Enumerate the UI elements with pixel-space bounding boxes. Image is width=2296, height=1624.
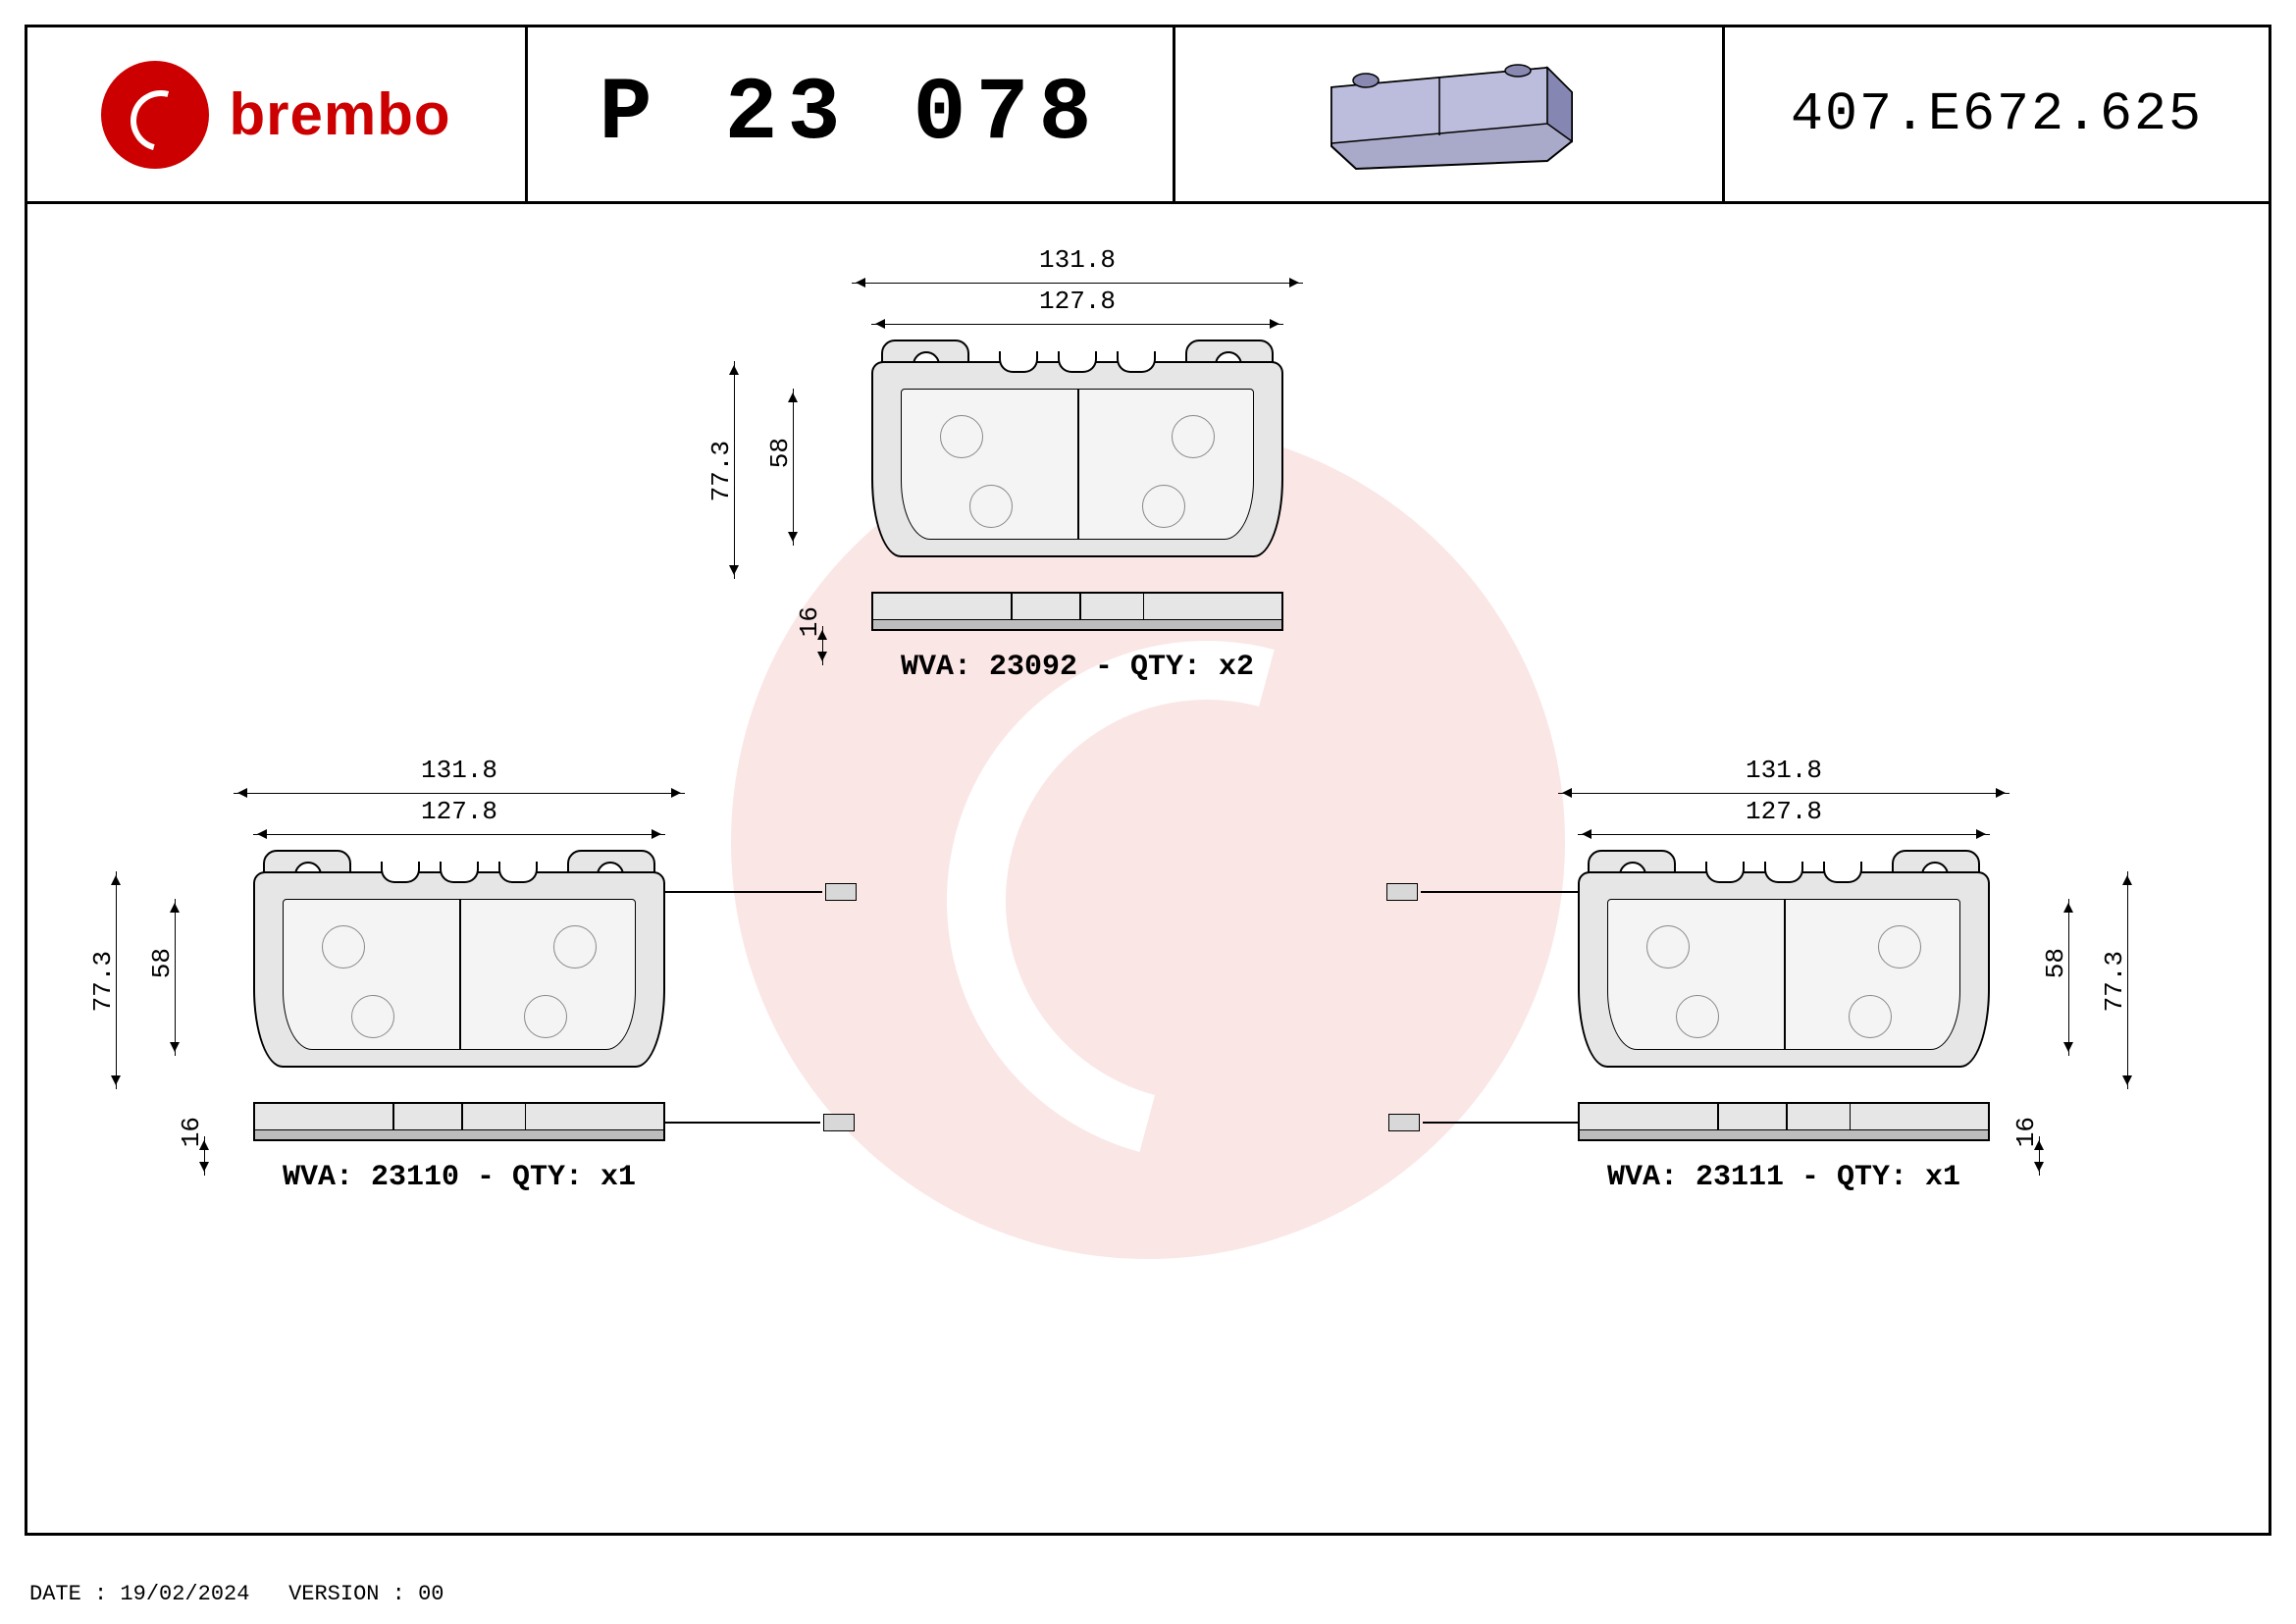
center-slot <box>459 899 461 1050</box>
piston-recess <box>553 925 597 969</box>
dim-value: 131.8 <box>1031 245 1123 275</box>
dim-value: 16 <box>2011 1117 2041 1147</box>
brake-pad-side-view <box>1578 1102 1990 1141</box>
pad-drawing-top: 131.8 127.8 77.3 58 <box>734 263 1421 684</box>
center-slot <box>1784 899 1786 1050</box>
piston-recess <box>1676 995 1719 1038</box>
dim-width-inner: 127.8 <box>1578 814 1990 854</box>
version-value: 00 <box>418 1582 444 1606</box>
dim-value: 77.3 <box>706 441 736 501</box>
dim-height-inner: 58 <box>773 389 812 546</box>
dim-value: 127.8 <box>1738 797 1830 826</box>
dim-value: 127.8 <box>1031 287 1123 316</box>
top-notch <box>1117 351 1156 373</box>
dim-value: 58 <box>765 438 795 468</box>
part-number: P 23 078 <box>599 65 1101 165</box>
dim-thickness: 16 <box>184 1136 224 1176</box>
pad-drawing-left: 131.8 127.8 77.3 58 <box>116 773 803 1194</box>
dim-value: 77.3 <box>2100 951 2129 1012</box>
sensor-wire <box>663 1122 820 1124</box>
dim-value: 58 <box>147 948 177 978</box>
dim-value: 16 <box>177 1117 206 1147</box>
sensor-wire <box>1421 891 1578 893</box>
top-notch <box>1058 351 1097 373</box>
brake-pad-isometric-icon <box>1312 53 1587 176</box>
date-value: 19/02/2024 <box>120 1582 249 1606</box>
isometric-preview-cell <box>1175 27 1725 201</box>
brake-pad-side-view <box>871 592 1283 631</box>
piston-recess <box>969 485 1013 528</box>
brake-pad-side-view <box>253 1102 665 1141</box>
sensor-wire <box>1423 1122 1580 1124</box>
dim-height-inner: 58 <box>2049 899 2088 1056</box>
top-notch <box>1823 862 1862 883</box>
dim-value: 16 <box>795 606 824 637</box>
top-notch <box>440 862 479 883</box>
top-notch <box>381 862 420 883</box>
piston-recess <box>940 415 983 458</box>
dim-value: 131.8 <box>413 756 505 785</box>
pad-drawing-right: 131.8 127.8 77.3 58 <box>1440 773 2127 1194</box>
drawing-code-cell: 407.E672.625 <box>1725 27 2269 201</box>
piston-recess <box>1646 925 1690 969</box>
piston-recess <box>1172 415 1215 458</box>
dim-value: 127.8 <box>413 797 505 826</box>
drawing-frame: brembo P 23 078 407.E672.625 131.8 <box>25 25 2271 1536</box>
date-label: DATE : <box>29 1582 107 1606</box>
drawing-code: 407.E672.625 <box>1791 83 2203 145</box>
dim-value: 58 <box>2041 948 2070 978</box>
wear-sensor-plug-icon <box>825 883 857 901</box>
piston-recess <box>1849 995 1892 1038</box>
logo-cell: brembo <box>27 27 528 201</box>
drawing-area: 131.8 127.8 77.3 58 <box>27 204 2269 1533</box>
brake-pad-front-view <box>253 871 665 1068</box>
top-notch <box>1705 862 1745 883</box>
version-label: VERSION : <box>288 1582 405 1606</box>
wear-sensor-plug-icon <box>1386 883 1418 901</box>
dim-value: 131.8 <box>1738 756 1830 785</box>
dim-height-outer: 77.3 <box>2108 871 2147 1089</box>
brand-name: brembo <box>229 80 450 148</box>
wear-sensor-plug-icon <box>1388 1114 1420 1131</box>
piston-recess <box>351 995 394 1038</box>
dim-width-inner: 127.8 <box>253 814 665 854</box>
dim-value: 77.3 <box>88 951 118 1012</box>
piston-recess <box>1142 485 1185 528</box>
dim-width-inner: 127.8 <box>871 304 1283 343</box>
brembo-logo-icon <box>101 61 209 169</box>
piston-recess <box>524 995 567 1038</box>
top-notch <box>498 862 538 883</box>
brake-pad-front-view <box>1578 871 1990 1068</box>
part-number-cell: P 23 078 <box>528 27 1175 201</box>
dim-height-outer: 77.3 <box>96 871 135 1089</box>
title-block: brembo P 23 078 407.E672.625 <box>27 27 2269 204</box>
top-notch <box>1764 862 1803 883</box>
footer-metadata: DATE : 19/02/2024 VERSION : 00 <box>29 1582 444 1606</box>
dim-thickness: 16 <box>2019 1136 2059 1176</box>
piston-recess <box>322 925 365 969</box>
brake-pad-front-view <box>871 361 1283 557</box>
dim-height-inner: 58 <box>155 899 194 1056</box>
top-notch <box>999 351 1038 373</box>
center-slot <box>1077 389 1079 540</box>
wear-sensor-plug-icon <box>823 1114 855 1131</box>
piston-recess <box>1878 925 1921 969</box>
dim-height-outer: 77.3 <box>714 361 754 579</box>
sensor-wire <box>665 891 822 893</box>
dim-thickness: 16 <box>803 626 842 665</box>
